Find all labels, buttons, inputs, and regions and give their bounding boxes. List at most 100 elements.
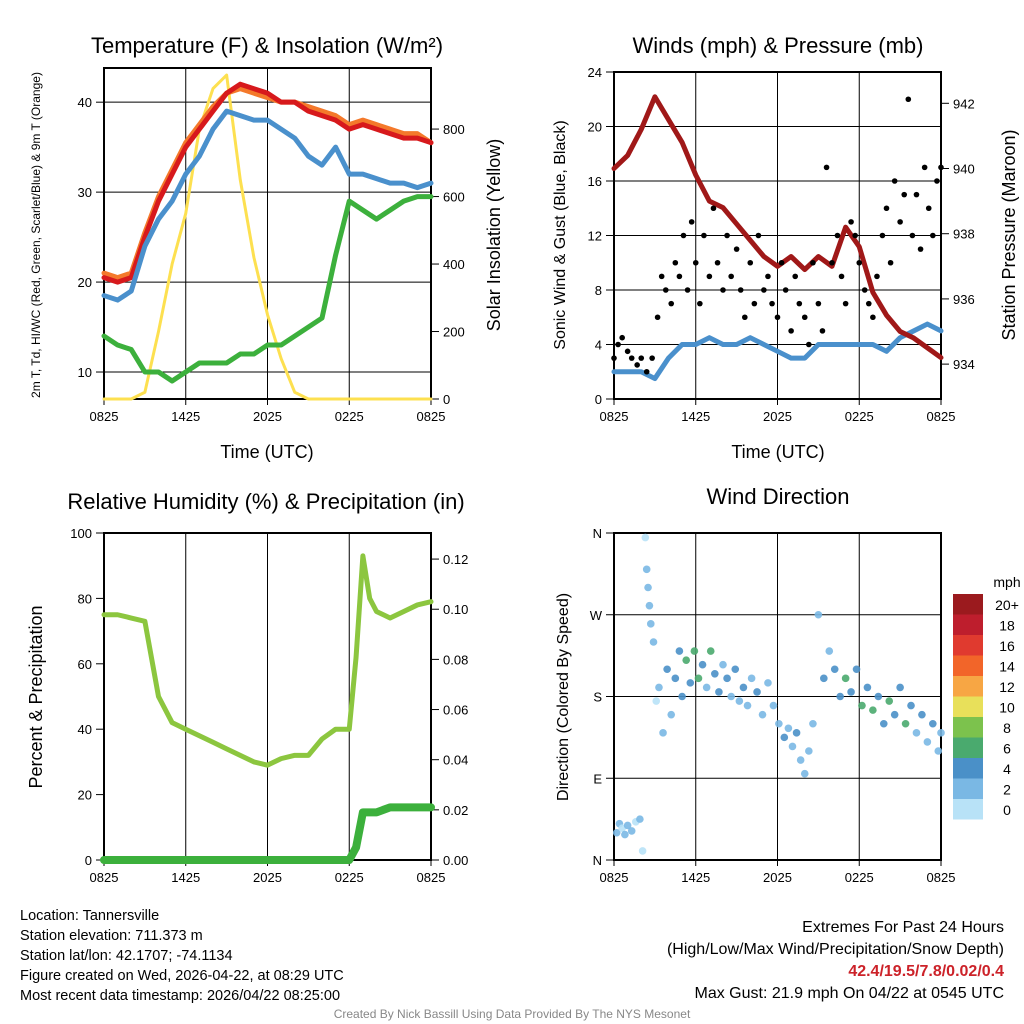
direction-point (723, 674, 731, 683)
y-tick-label: 16 (588, 174, 602, 189)
direction-point (659, 729, 667, 737)
y-right-tick-label: 934 (953, 357, 975, 372)
gust-point (810, 259, 816, 266)
direction-point (735, 697, 744, 705)
y-axis-label: Sonic Wind & Gust (Blue, Black) (552, 120, 569, 349)
direction-point (663, 665, 671, 674)
series-td (101, 194, 434, 384)
y-right-tick-label: 0.00 (443, 853, 468, 868)
legend-swatch (953, 614, 983, 635)
direction-point (874, 692, 883, 701)
y-tick-label: 80 (78, 591, 92, 606)
direction-point (655, 683, 663, 692)
series-solar (102, 73, 433, 401)
y-tick-label: 12 (588, 229, 602, 244)
direction-point (636, 815, 644, 823)
gust-point (856, 259, 863, 266)
gust-point (792, 273, 799, 280)
direction-point (805, 747, 813, 755)
gust-point (714, 259, 721, 266)
y-tick-label: 20 (78, 275, 92, 290)
chart-title: Relative Humidity (%) & Precipitation (i… (67, 489, 464, 514)
recent-timestamp: Most recent data timestamp: 2026/04/22 0… (20, 988, 341, 1004)
direction-point (753, 688, 761, 696)
y-right-tick-label: 936 (953, 292, 975, 307)
gust-point (624, 348, 631, 355)
direction-point (869, 706, 877, 714)
direction-point (739, 683, 748, 692)
direction-point (698, 660, 707, 669)
gust-point (769, 300, 775, 307)
direction-point (937, 729, 945, 737)
y-tick-label: 0 (85, 853, 92, 868)
gust-point (913, 191, 920, 198)
gust-point (668, 300, 675, 307)
gust-point (852, 232, 858, 239)
series-rh (101, 553, 434, 768)
gust-point (870, 314, 876, 321)
direction-point (836, 692, 844, 701)
gust-point (628, 355, 635, 361)
legend-label: 12 (999, 679, 1015, 695)
direction-point (758, 710, 767, 719)
gust-point (909, 232, 916, 239)
chart-title: Wind Direction (706, 484, 849, 509)
x-axis-label: Time (UTC) (731, 442, 824, 462)
direction-point (645, 601, 654, 610)
x-tick-label: 0225 (335, 409, 364, 424)
direction-point (667, 710, 676, 719)
gust-point (680, 232, 687, 239)
x-tick-label: 0825 (417, 409, 446, 424)
gust-point (684, 287, 691, 293)
direction-point (830, 665, 839, 674)
x-tick-label: 0225 (335, 870, 364, 885)
gust-point (874, 273, 880, 280)
gust-point (706, 273, 713, 280)
y-tick-label: 24 (588, 65, 602, 80)
gust-point (755, 232, 762, 239)
gust-point (611, 355, 617, 361)
y-tick-label: 100 (70, 526, 92, 541)
direction-point (621, 830, 629, 839)
gust-point (823, 164, 830, 171)
legend-label: 18 (999, 618, 1015, 634)
legend-label: 14 (999, 659, 1015, 675)
y-right-tick-label: 0 (443, 392, 450, 407)
y-tick-label: S (593, 690, 602, 705)
gust-point (724, 232, 730, 239)
created-time: Figure created on Wed, 2026-04-22, at 08… (20, 968, 344, 984)
direction-point (678, 692, 686, 701)
direction-point (612, 828, 621, 837)
x-tick-label: 1425 (171, 870, 200, 885)
gust-point (865, 300, 872, 307)
x-tick-label: 0825 (600, 409, 629, 424)
y-tick-label: 40 (78, 722, 92, 737)
plot-frame (103, 67, 432, 400)
y-tick-label: 4 (595, 338, 602, 353)
x-axis-label: Time (UTC) (220, 442, 313, 462)
legend-swatch (953, 758, 983, 779)
y-axis-label: Percent & Precipitation (26, 605, 46, 788)
direction-point (814, 610, 823, 619)
gust-point (615, 341, 621, 348)
direction-point (775, 719, 783, 728)
x-tick-label: 0825 (90, 409, 119, 424)
gust-point (921, 164, 928, 171)
direction-point (852, 665, 861, 674)
gust-point (788, 328, 794, 334)
direction-point (923, 738, 932, 746)
lat-lon: Station lat/lon: 42.1707; -74.1134 (20, 948, 233, 964)
direction-point (907, 701, 915, 710)
gust-point (930, 232, 936, 239)
gust-point (897, 219, 903, 225)
chart-title: Temperature (F) & Insolation (W/m²) (91, 33, 443, 58)
direction-point (934, 747, 943, 755)
direction-point (690, 647, 699, 655)
y-right-tick-label: 400 (443, 257, 465, 272)
x-tick-label: 0825 (927, 870, 956, 885)
gust-point (751, 300, 758, 307)
gust-point (701, 232, 707, 239)
y-axis-label: Direction (Colored By Speed) (555, 593, 572, 801)
direction-point (671, 674, 680, 683)
